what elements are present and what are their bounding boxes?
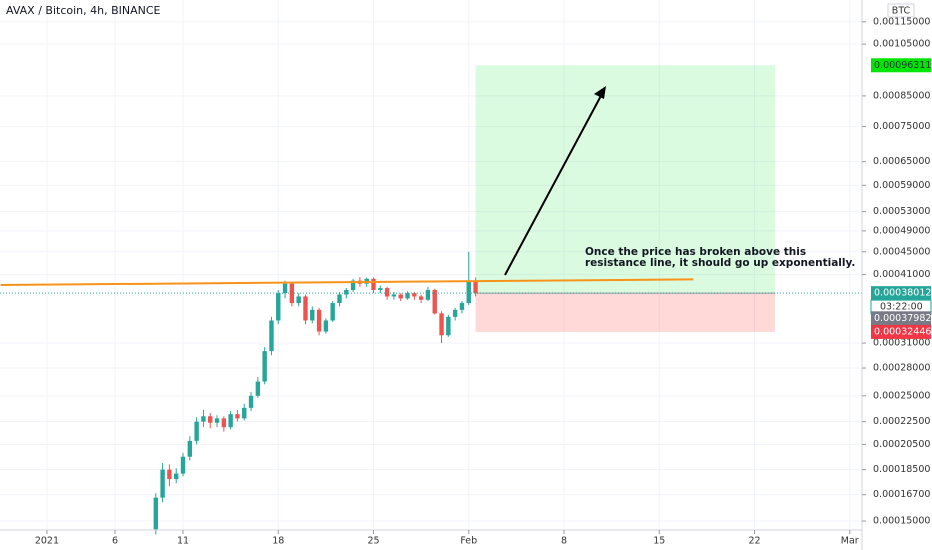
arrow (504, 91, 604, 276)
candle-body (412, 293, 417, 297)
annotation: Once the price has broken above this (585, 246, 806, 258)
countdown: 03:22:00 (880, 302, 923, 313)
x-tick-label: 22 (748, 536, 760, 547)
candle-body (473, 280, 478, 294)
y-tick-label: 0.00022500 (873, 416, 930, 427)
candle-body (337, 294, 342, 304)
y-tick-label: 0.00105000 (873, 39, 930, 50)
candle-body (418, 296, 424, 300)
candle-body (316, 309, 322, 332)
candle-body (235, 414, 240, 419)
candle-body (221, 418, 227, 428)
candle-body (174, 473, 179, 480)
x-tick-label: 25 (367, 536, 379, 547)
position (475, 65, 775, 332)
prev-price-label-box (871, 311, 931, 326)
candle-body (323, 320, 329, 332)
currency: BTC (892, 6, 911, 17)
candle-body (214, 418, 220, 423)
y-tick-label: 0.00020500 (873, 439, 930, 450)
stop-label: 0.00032446 (874, 326, 931, 337)
target-label: 0.00096311 (874, 60, 931, 71)
candle-body (269, 320, 274, 352)
y-tick-label: 0.00045000 (873, 246, 930, 257)
candle-body (228, 414, 233, 428)
y-tick-label: 0.00028000 (873, 363, 930, 374)
candle-body (466, 280, 471, 304)
candle-body (242, 407, 247, 419)
candle-body (459, 303, 465, 310)
resistance-line (0, 278, 694, 286)
y-tick-label: 0.00065000 (873, 156, 930, 167)
x-tick-label: 15 (653, 536, 665, 547)
x-tick-label: Feb (460, 536, 477, 547)
candle-body (425, 289, 431, 300)
candle-body (344, 289, 349, 295)
candle-body (201, 416, 206, 422)
candle-body (439, 313, 444, 336)
candle-body (194, 421, 199, 441)
currency-box (887, 3, 915, 18)
overlay (0, 278, 862, 294)
candle-body (378, 288, 383, 290)
candle-body (296, 296, 301, 304)
grid (0, 0, 862, 530)
candle-body (310, 309, 315, 321)
candle-body (282, 283, 288, 294)
y-tick-label: 0.00085000 (873, 90, 930, 101)
y-tick-label: 0.00016700 (873, 489, 930, 500)
y-tick-label: 0.00075000 (873, 121, 930, 132)
last-price-label-box (871, 286, 931, 301)
y-tick-label: 0.00015000 (873, 516, 930, 527)
candle-body (384, 288, 390, 297)
candle-body (303, 296, 308, 321)
target-zone (475, 65, 775, 294)
candle-body (255, 381, 261, 396)
arrow-head (594, 86, 606, 99)
stop-zone (475, 293, 775, 332)
y-tick-label: 0.00018500 (873, 464, 930, 475)
chart-title: AVAX / Bitcoin, 4h, BINANCE (6, 4, 161, 17)
x-tick-label: Mar (841, 536, 859, 547)
candle-body (405, 293, 410, 299)
x-tick-label: 6 (112, 536, 118, 547)
candle-body (160, 469, 165, 498)
candle-body (350, 280, 356, 290)
prev-price-label: 0.00037982 (874, 313, 931, 324)
candle-body (452, 309, 458, 317)
last-price-label: 0.00038012 (874, 288, 931, 299)
y-tick-label: 0.00031000 (873, 338, 930, 349)
candle-body (391, 294, 397, 297)
x-tick-label: 2021 (35, 536, 59, 547)
candles (153, 251, 478, 535)
candle-body (180, 456, 186, 474)
candle-body (262, 351, 267, 382)
x-tick-label: 11 (177, 536, 189, 547)
stop-label-box (871, 324, 931, 339)
candle-body (398, 294, 403, 299)
y-tick-label: 0.00115000 (873, 16, 930, 27)
candle-body (432, 289, 437, 314)
candle-body (276, 293, 281, 321)
candle-body (208, 416, 213, 423)
y-tick-label: 0.00053000 (873, 206, 930, 217)
candle-body (187, 440, 193, 457)
candle-body (330, 303, 335, 321)
annotation: resistance line, it should go up exponen… (585, 257, 855, 269)
candle-body (153, 497, 158, 530)
y-tick-label: 0.00025000 (873, 390, 930, 401)
candle-body (248, 395, 254, 408)
x-tick-label: 18 (272, 536, 284, 547)
target-label-box (871, 58, 931, 73)
candle-body (167, 469, 172, 480)
x-tick-label: 8 (561, 536, 567, 547)
y-tick-label: 0.00059000 (873, 180, 930, 191)
y-tick-label: 0.00049000 (873, 225, 930, 236)
y-tick-label: 0.00041000 (873, 269, 930, 280)
candle-body (371, 278, 376, 290)
candle-body (446, 316, 451, 336)
